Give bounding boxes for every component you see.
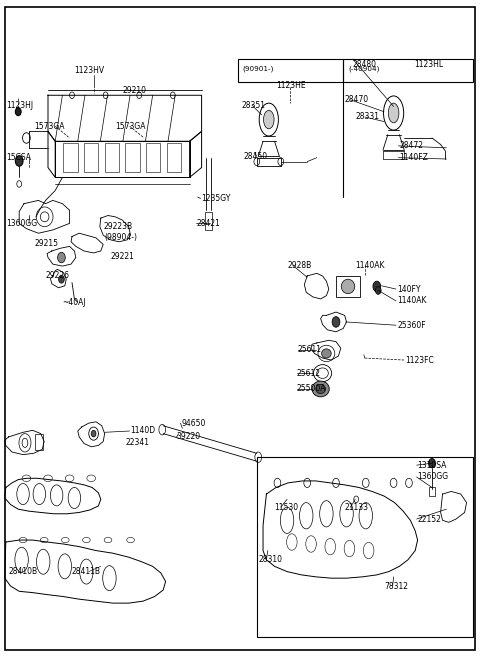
Text: 1573GA: 1573GA [35, 122, 65, 131]
Bar [257, 457, 473, 637]
Text: 1123HE: 1123HE [276, 81, 306, 90]
Circle shape [332, 317, 340, 327]
Text: 25611: 25611 [298, 345, 322, 354]
Text: 1123HL: 1123HL [414, 60, 443, 69]
Circle shape [375, 286, 381, 294]
Bar [205, 212, 212, 230]
Text: (-40904): (-40904) [348, 66, 379, 72]
Text: 1140AK: 1140AK [397, 296, 427, 306]
Text: 1123FC: 1123FC [406, 355, 434, 365]
Bar [63, 143, 78, 172]
Circle shape [429, 459, 435, 468]
Text: 1235GY: 1235GY [202, 194, 231, 203]
Circle shape [373, 281, 381, 292]
Text: 1123HV: 1123HV [74, 66, 105, 76]
Text: 28421: 28421 [197, 219, 221, 228]
Ellipse shape [264, 110, 274, 129]
Text: 140FY: 140FY [397, 284, 421, 294]
Circle shape [15, 108, 21, 116]
Text: 28351: 28351 [242, 101, 266, 110]
Bar [84, 143, 98, 172]
Text: 28411B: 28411B [71, 567, 100, 576]
Circle shape [59, 275, 64, 283]
Text: 2928B: 2928B [288, 261, 312, 270]
Text: 1360GG: 1360GG [418, 472, 449, 482]
Text: 15CSA: 15CSA [6, 153, 31, 162]
Text: 1140D: 1140D [131, 426, 156, 436]
Ellipse shape [322, 349, 331, 358]
Text: 28472: 28472 [399, 141, 423, 150]
Ellipse shape [388, 103, 399, 123]
Text: 25360F: 25360F [397, 321, 426, 330]
Text: 28331: 28331 [355, 112, 379, 122]
Text: 29226: 29226 [46, 271, 70, 281]
Text: 28450: 28450 [244, 152, 268, 161]
Text: (98904-): (98904-) [105, 233, 138, 242]
Text: 25500A: 25500A [297, 384, 326, 394]
Text: 22152: 22152 [418, 514, 442, 524]
Text: 1360GG: 1360GG [6, 219, 37, 228]
Text: 21133: 21133 [345, 503, 369, 512]
Text: 29223B: 29223B [103, 222, 132, 231]
Ellipse shape [312, 381, 329, 397]
Text: 94650: 94650 [181, 419, 206, 428]
Ellipse shape [341, 279, 355, 294]
Ellipse shape [316, 384, 325, 394]
Circle shape [91, 430, 96, 437]
Text: 29221: 29221 [110, 252, 134, 261]
Text: 25612: 25612 [297, 369, 321, 378]
Text: 1140AK: 1140AK [355, 261, 384, 270]
Bar [146, 143, 160, 172]
Text: ~40AJ: ~40AJ [62, 298, 86, 307]
Text: 11530: 11530 [275, 503, 299, 512]
Circle shape [58, 252, 65, 263]
Text: 1123HJ: 1123HJ [6, 101, 33, 110]
Text: 78312: 78312 [384, 581, 408, 591]
Text: 1573GA: 1573GA [115, 122, 146, 131]
Text: 28470: 28470 [345, 95, 369, 104]
Text: 28410B: 28410B [9, 567, 38, 576]
Text: 29210: 29210 [122, 85, 146, 95]
Bar [35, 434, 43, 450]
Text: 1140FZ: 1140FZ [399, 153, 428, 162]
Bar [105, 143, 119, 172]
Circle shape [15, 156, 23, 166]
Text: (90901-): (90901-) [242, 66, 274, 72]
Bar [125, 143, 140, 172]
Text: 1310SA: 1310SA [418, 461, 447, 470]
Text: 39220: 39220 [177, 432, 201, 442]
Bar [167, 143, 181, 172]
Bar [429, 487, 435, 496]
Text: 22341: 22341 [126, 438, 150, 447]
Text: 28480: 28480 [353, 60, 377, 69]
Bar [336, 276, 360, 297]
Bar [238, 59, 343, 82]
Bar [343, 59, 473, 82]
Text: 28310: 28310 [258, 555, 282, 564]
Text: 29215: 29215 [35, 238, 59, 248]
